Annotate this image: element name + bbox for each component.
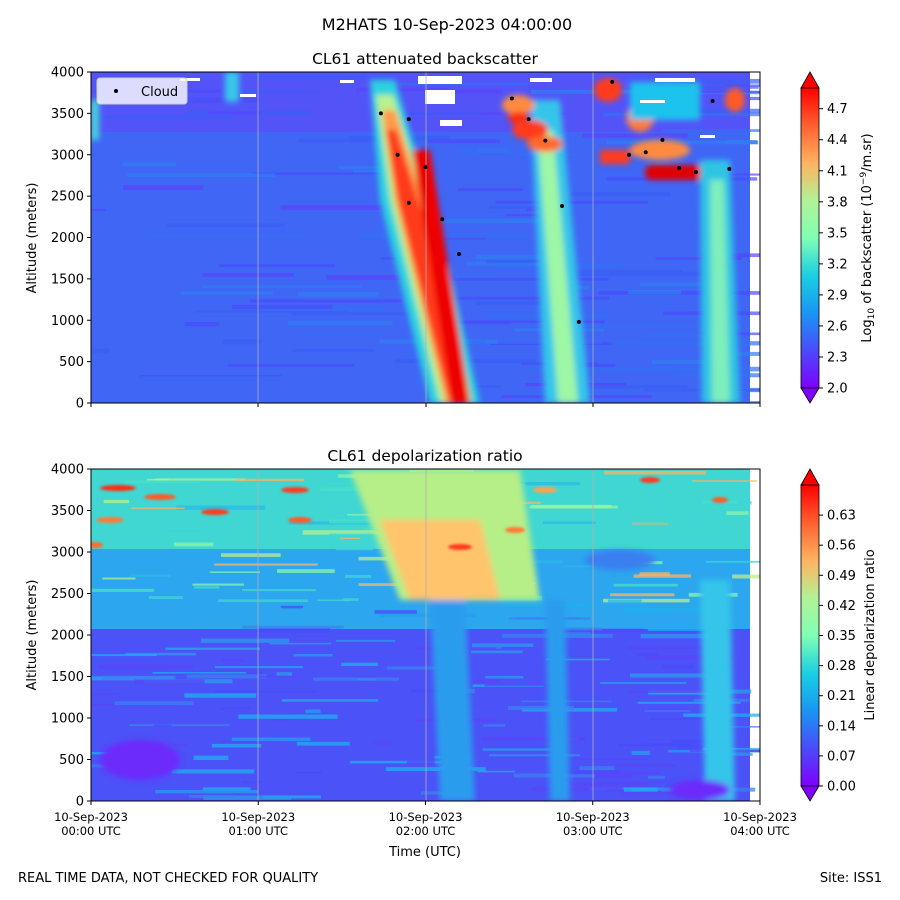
cloud-marker	[626, 152, 631, 157]
cloud-marker	[509, 96, 514, 101]
legend-cloud-marker	[114, 89, 118, 93]
y-tick-label: 2500	[51, 587, 84, 602]
x-tick-label-time: 00:00 UTC	[61, 824, 121, 838]
cloud-marker	[610, 79, 615, 84]
y-tick-label: 3000	[51, 546, 84, 561]
y-tick-label: 1500	[51, 272, 84, 287]
x-tick-label-date: 10-Sep-2023	[221, 810, 295, 824]
cloud-marker	[395, 152, 400, 157]
x-tick-label-date: 10-Sep-2023	[556, 810, 630, 824]
y-tick-label: 500	[59, 355, 84, 370]
x-tick-label-date: 10-Sep-2023	[723, 810, 797, 824]
cloud-marker	[710, 98, 715, 103]
cloud-marker	[543, 138, 548, 143]
top-chart-title: CL61 attenuated backscatter	[312, 50, 538, 68]
y-tick-label: 3500	[51, 504, 84, 519]
top-y-axis-label: Altitude (meters)	[25, 183, 40, 294]
x-tick-label-time: 04:00 UTC	[730, 824, 790, 838]
x-tick-label-time: 02:00 UTC	[396, 824, 456, 838]
y-tick-label: 1000	[51, 712, 84, 727]
figure-title: M2HATS 10-Sep-2023 04:00:00	[322, 15, 572, 34]
colorbar-tick-label: 3.2	[827, 257, 848, 272]
y-tick-label: 4000	[51, 463, 84, 478]
bottom-colorbar-label: Linear depolarization ratio	[863, 549, 878, 720]
cloud-marker	[406, 200, 411, 205]
x-tick-label-time: 01:00 UTC	[228, 824, 288, 838]
colorbar-tick-label: 0.28	[827, 659, 856, 674]
colorbar-tick-label: 2.3	[827, 350, 848, 365]
bottom-chart-title: CL61 depolarization ratio	[327, 447, 522, 465]
cloud-marker	[643, 150, 648, 155]
cloud-marker	[727, 166, 732, 171]
colorbar-tick-label: 4.4	[827, 133, 848, 148]
colorbar-tick-label: 2.9	[827, 288, 848, 303]
bottom-y-axis: 0 500 1000 1500 2000 2500 3000 3500 4000	[51, 463, 91, 810]
y-tick-label: 2500	[51, 190, 84, 205]
colorbar-tick-label: 0.42	[827, 599, 856, 614]
colorbar-tick-label: 4.1	[827, 164, 848, 179]
colorbar-tick-label: 4.7	[827, 102, 848, 117]
colorbar-tick-label: 2.0	[827, 382, 848, 397]
top-x-ticks	[90, 403, 761, 407]
cloud-marker	[423, 165, 428, 170]
colorbar-tick-label: 0.07	[827, 749, 856, 764]
top-plot-area	[91, 72, 760, 403]
cloud-marker	[440, 217, 445, 222]
colorbar-tick-label: 0.35	[827, 629, 856, 644]
footer-disclaimer: REAL TIME DATA, NOT CHECKED FOR QUALITY	[18, 871, 318, 886]
colorbar-tick-label: 0.63	[827, 509, 856, 524]
y-tick-label: 3000	[51, 148, 84, 163]
y-tick-label: 2000	[51, 629, 84, 644]
top-y-axis: 0 500 1000 1500 2000 2500 3000 3500 4000	[51, 66, 91, 412]
cloud-marker	[526, 117, 531, 122]
y-tick-label: 4000	[51, 66, 84, 81]
cloud-marker	[406, 117, 411, 122]
x-tick-label-date: 10-Sep-2023	[54, 810, 128, 824]
colorbar-tick-label: 0.56	[827, 539, 856, 554]
y-tick-label: 1500	[51, 670, 84, 685]
y-tick-label: 2000	[51, 231, 84, 246]
y-tick-label: 500	[59, 753, 84, 768]
bottom-y-axis-label: Altitude (meters)	[25, 580, 40, 691]
bottom-plot-area	[91, 469, 760, 801]
cloud-marker	[560, 204, 565, 209]
x-tick-label-date: 10-Sep-2023	[389, 810, 463, 824]
cloud-marker	[677, 165, 682, 170]
colorbar-tick-label: 3.8	[827, 195, 848, 210]
cloud-marker	[378, 111, 383, 116]
cloud-legend: Cloud	[96, 77, 188, 105]
colorbar-tick-label: 0.49	[827, 569, 856, 584]
colorbar-tick-label: 0.14	[827, 719, 856, 734]
top-colorbar: 2.0 2.3 2.6 2.9 3.2 3.5 3.8 4.1 4.4 4.7	[800, 71, 848, 404]
legend-cloud-label: Cloud	[141, 85, 178, 100]
colorbar-tick-label: 2.6	[827, 319, 848, 334]
bottom-x-axis-label: Time (UTC)	[388, 845, 461, 860]
y-tick-label: 3500	[51, 107, 84, 122]
colorbar-tick-label: 3.5	[827, 226, 848, 241]
footer-site: Site: ISS1	[820, 871, 882, 886]
cloud-marker	[660, 137, 665, 142]
y-tick-label: 1000	[51, 314, 84, 329]
colorbar-tick-label: 0.21	[827, 689, 856, 704]
top-colorbar-label: Log10 of backscatter (10−9/m.sr)	[859, 133, 877, 342]
colorbar-tick-label: 0.00	[827, 780, 856, 795]
y-tick-label: 0	[76, 795, 84, 810]
bottom-colorbar: 0.00 0.07 0.14 0.21 0.28 0.35 0.42 0.49 0.56 0.63	[800, 468, 856, 802]
y-tick-label: 0	[76, 397, 84, 412]
cloud-marker	[693, 170, 698, 175]
cloud-marker	[576, 319, 581, 324]
x-tick-label-time: 03:00 UTC	[563, 824, 623, 838]
cloud-marker	[456, 252, 461, 257]
